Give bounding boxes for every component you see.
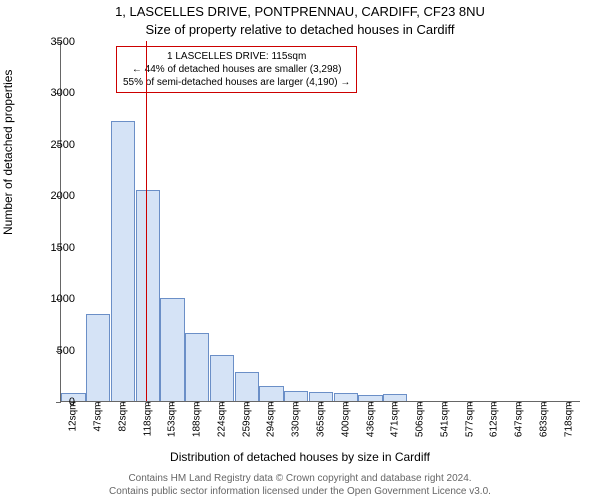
- x-tick-label: 82sqm: [117, 402, 128, 432]
- histogram-bar: [259, 386, 283, 401]
- histogram-bar: [284, 391, 308, 401]
- histogram-bar: [111, 121, 135, 401]
- page-title: 1, LASCELLES DRIVE, PONTPRENNAU, CARDIFF…: [0, 4, 600, 19]
- x-tick-label: 330sqm: [291, 402, 302, 438]
- histogram-bar: [210, 355, 234, 401]
- x-tick-label: 683sqm: [538, 402, 549, 438]
- y-tick-label: 1000: [51, 293, 75, 305]
- histogram-bar: [383, 394, 407, 401]
- x-tick-label: 118sqm: [142, 402, 153, 437]
- histogram-bar: [334, 393, 358, 401]
- y-axis-label: Number of detached properties: [1, 70, 15, 235]
- y-tick-label: 500: [57, 345, 75, 357]
- histogram-bar: [86, 314, 110, 401]
- x-tick-label: 471sqm: [390, 402, 401, 438]
- y-tick-label: 2500: [51, 139, 75, 151]
- x-tick-label: 436sqm: [365, 402, 376, 438]
- x-tick-label: 506sqm: [415, 402, 426, 438]
- histogram-bar: [235, 372, 259, 401]
- page-subtitle: Size of property relative to detached ho…: [0, 22, 600, 37]
- x-tick-label: 294sqm: [266, 402, 277, 438]
- x-tick-label: 400sqm: [340, 402, 351, 438]
- chart-plot-area: 1 LASCELLES DRIVE: 115sqm ← 44% of detac…: [60, 42, 580, 402]
- x-tick-label: 577sqm: [464, 402, 475, 438]
- footer-attribution-2: Contains public sector information licen…: [0, 486, 600, 497]
- annotation-line-3: 55% of semi-detached houses are larger (…: [123, 76, 350, 89]
- histogram-bar: [185, 333, 209, 401]
- x-tick-label: 612sqm: [489, 402, 500, 438]
- annotation-box: 1 LASCELLES DRIVE: 115sqm ← 44% of detac…: [116, 46, 357, 93]
- property-marker-line: [146, 41, 147, 401]
- y-tick: [56, 402, 61, 403]
- x-axis-label: Distribution of detached houses by size …: [0, 450, 600, 464]
- x-tick-label: 224sqm: [216, 402, 227, 438]
- x-tick-label: 153sqm: [167, 402, 178, 438]
- x-tick-label: 47sqm: [93, 402, 104, 432]
- annotation-line-2: ← 44% of detached houses are smaller (3,…: [123, 63, 350, 76]
- y-tick-label: 0: [69, 396, 75, 408]
- y-tick-label: 3000: [51, 87, 75, 99]
- histogram-bar: [309, 392, 333, 401]
- x-tick-label: 541sqm: [439, 402, 450, 438]
- x-tick-label: 647sqm: [514, 402, 525, 438]
- page-root: 1, LASCELLES DRIVE, PONTPRENNAU, CARDIFF…: [0, 0, 600, 500]
- y-tick-label: 1500: [51, 242, 75, 254]
- x-tick-label: 718sqm: [563, 402, 574, 438]
- x-tick-label: 188sqm: [192, 402, 203, 438]
- annotation-line-1: 1 LASCELLES DRIVE: 115sqm: [123, 50, 350, 63]
- histogram-bar: [136, 190, 160, 401]
- y-tick-label: 2000: [51, 190, 75, 202]
- x-tick-label: 259sqm: [241, 402, 252, 438]
- footer-attribution-1: Contains HM Land Registry data © Crown c…: [0, 473, 600, 484]
- histogram-bar: [160, 298, 184, 401]
- y-tick-label: 3500: [51, 36, 75, 48]
- x-tick-label: 365sqm: [316, 402, 327, 438]
